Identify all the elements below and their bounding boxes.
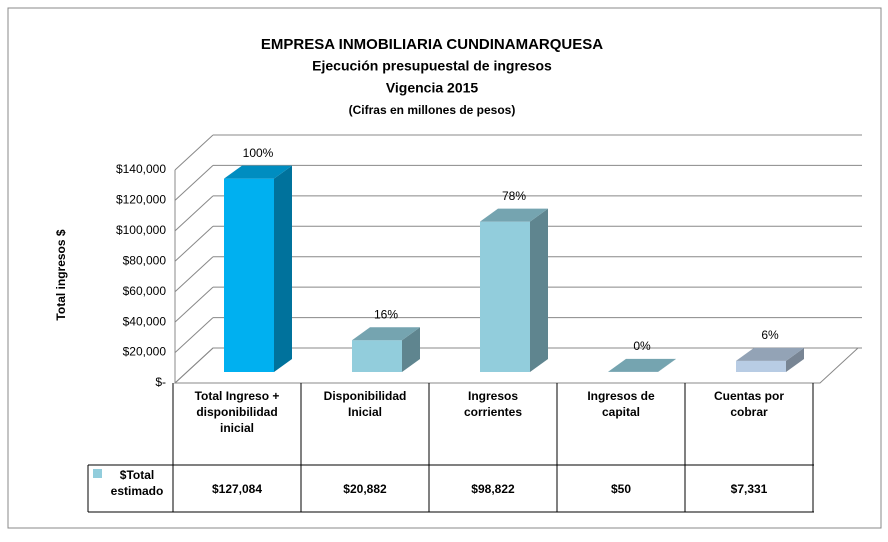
chart-note: (Cifras en millones de pesos) xyxy=(349,103,516,117)
category-label: Cuentas por cobrar xyxy=(713,389,784,419)
y-tick-label: $100,000 xyxy=(116,223,166,237)
grid-line xyxy=(174,165,214,201)
category-label: Disponibilidad Inicial xyxy=(323,389,407,419)
legend-label: $Total estimado xyxy=(110,468,164,498)
bar-side xyxy=(658,358,676,372)
y-tick-label: $80,000 xyxy=(123,253,167,267)
table-value: $7,331 xyxy=(730,482,768,496)
y-tick-label: $40,000 xyxy=(123,314,167,328)
grid-line xyxy=(174,317,214,353)
bar-top xyxy=(480,208,548,222)
y-tick-label: $140,000 xyxy=(116,162,166,176)
bar xyxy=(480,221,530,372)
data-label: 16% xyxy=(374,307,398,321)
data-label: 100% xyxy=(243,146,274,160)
chart-border xyxy=(7,7,882,529)
y-tick-label: $60,000 xyxy=(123,284,167,298)
grid-line xyxy=(174,286,214,323)
data-table-lines xyxy=(87,464,814,513)
bar-top xyxy=(224,165,292,179)
bar-side xyxy=(402,327,420,372)
y-tick-label: $20,000 xyxy=(123,345,167,359)
bar-top xyxy=(736,347,804,361)
data-label: 6% xyxy=(761,328,779,342)
category-label: Ingresos corrientes xyxy=(463,389,523,419)
bar-top xyxy=(608,358,676,372)
chart-subtitle: Vigencia 2015 xyxy=(386,80,479,96)
y-tick-label: $- xyxy=(155,375,166,389)
table-value: $20,882 xyxy=(343,482,387,496)
bar-side xyxy=(530,208,548,372)
grid-line xyxy=(174,347,214,384)
bar xyxy=(224,178,274,372)
data-label: 78% xyxy=(502,189,526,203)
chart-title: EMPRESA INMOBILIARIA CUNDINAMARQUESA xyxy=(261,36,603,53)
y-axis-label: Total ingresos $ xyxy=(54,229,68,320)
bar-side xyxy=(274,165,292,372)
data-label: 0% xyxy=(633,339,651,353)
category-label: Ingresos de capital xyxy=(587,389,655,419)
grid-line xyxy=(174,195,214,232)
grid-line xyxy=(174,134,214,171)
bar xyxy=(736,360,786,372)
bar xyxy=(352,340,402,372)
category-label: Total Ingreso + disponibilidad inicial xyxy=(194,389,280,435)
y-tick-label: $120,000 xyxy=(116,193,166,207)
table-value: $98,822 xyxy=(471,482,515,496)
legend-key xyxy=(93,469,102,478)
table-value: $127,084 xyxy=(211,482,263,496)
grid-line xyxy=(174,256,214,293)
table-value: $50 xyxy=(610,482,632,496)
chart-subtitle: Ejecución presupuestal de ingresos xyxy=(312,58,552,74)
bar-side xyxy=(786,347,804,372)
grid-line xyxy=(174,225,214,262)
bar-top xyxy=(352,327,420,341)
